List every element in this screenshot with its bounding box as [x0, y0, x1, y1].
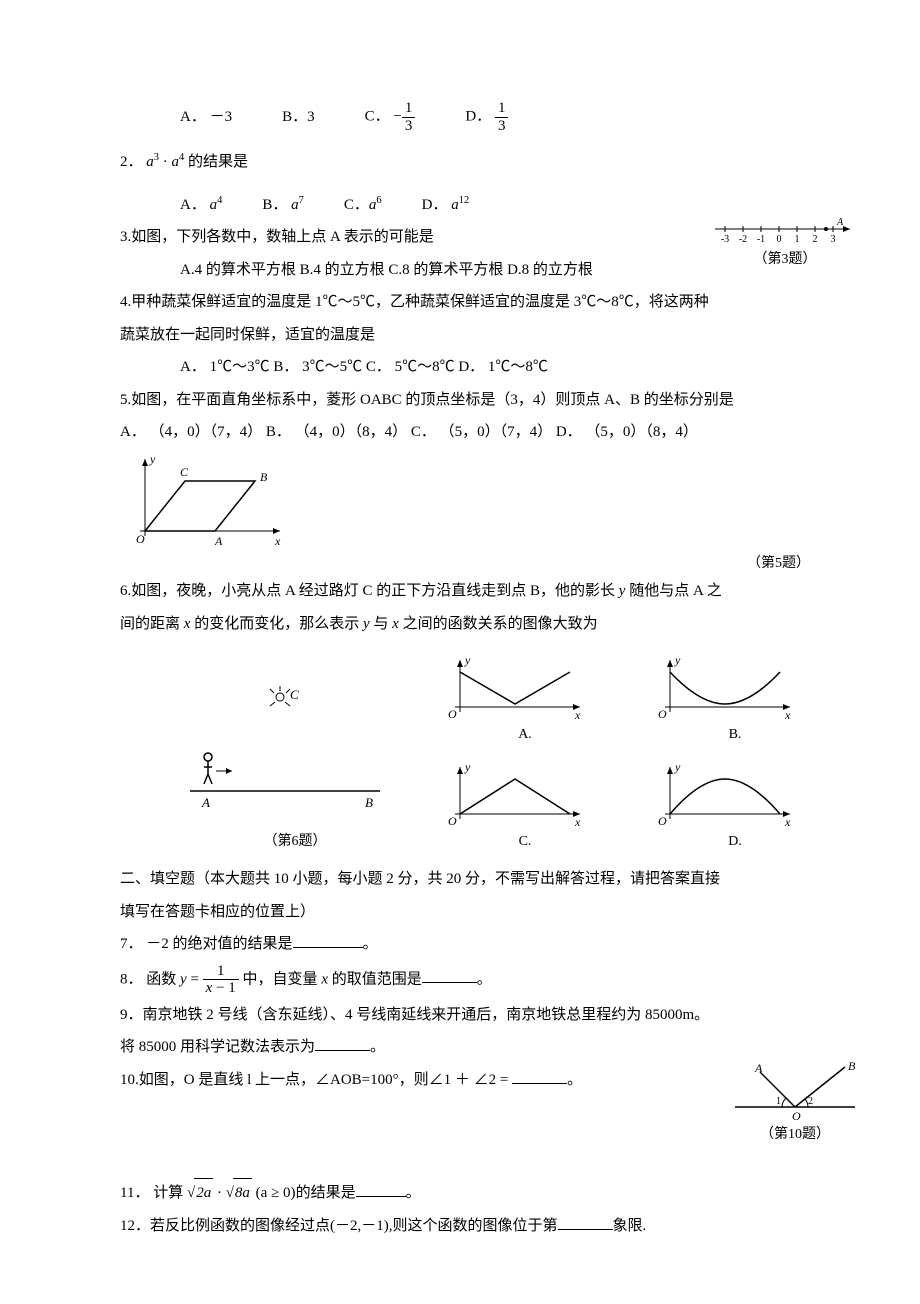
- svg-text:0: 0: [777, 234, 782, 245]
- q2-choice-b: B． a7: [262, 191, 304, 220]
- graph-d-icon: O x y: [640, 759, 800, 829]
- q2-stem: 2． a3 · a4 的结果是: [120, 148, 860, 177]
- q10-caption: （第10题）: [730, 1122, 860, 1149]
- svg-text:x: x: [784, 708, 791, 722]
- q12: 12．若反比例函数的图像经过点(－2,－1),则这个函数的图像位于第象限.: [120, 1212, 860, 1241]
- svg-text:O: O: [448, 814, 457, 828]
- q12-blank: [558, 1215, 613, 1230]
- svg-text:2: 2: [808, 1096, 813, 1107]
- q6-scene: C A B （第6题）: [180, 679, 410, 856]
- q2-choices: A． a4 B． a7 C．a6 D． a12: [120, 191, 860, 220]
- svg-text:-3: -3: [721, 234, 729, 245]
- section2-line2: 填写在答题卡相应的位置上）: [120, 898, 860, 927]
- q6-figures: C A B （第6题） O x y A. O x y: [180, 652, 860, 855]
- q2-choice-a: A． a4: [180, 191, 222, 220]
- q1-choice-a: A． －3: [180, 103, 232, 132]
- streetlight-diagram-icon: C A B: [180, 679, 390, 829]
- svg-text:1: 1: [776, 1096, 781, 1107]
- svg-text:C: C: [180, 465, 189, 479]
- svg-text:O: O: [658, 707, 667, 721]
- q6-caption: （第6题）: [180, 829, 410, 856]
- rhombus-diagram-icon: O A B C x y: [120, 451, 290, 551]
- q6-opt-c: O x y C.: [430, 759, 620, 856]
- svg-text:A: A: [201, 795, 210, 810]
- graph-c-icon: O x y: [430, 759, 590, 829]
- q11-blank: [356, 1182, 406, 1197]
- svg-text:B: B: [365, 795, 373, 810]
- q4-choices: A． 1℃～3℃ B． 3℃～5℃ C． 5℃～8℃ D． 1℃～8℃: [120, 353, 860, 382]
- svg-text:O: O: [792, 1109, 801, 1122]
- q1-choice-c: C． −13: [365, 100, 416, 134]
- q6-line2: 间的距离 x 的变化而变化，那么表示 y 与 x 之间的函数关系的图像大致为: [120, 610, 860, 639]
- q9-line1: 9．南京地铁 2 号线（含东延线）、4 号线南延线来开通后，南京地铁总里程约为 …: [120, 1001, 860, 1030]
- q6-opt-d: O x y D.: [640, 759, 830, 856]
- q4-line2: 蔬菜放在一起同时保鲜，适宜的温度是: [120, 321, 860, 350]
- q5-line1: 5.如图，在平面直角坐标系中，菱形 OABC 的顶点坐标是（3，4）则顶点 A、…: [120, 386, 860, 415]
- q10-figure: A B O 1 2 （第10题）: [730, 1062, 860, 1149]
- svg-text:-2: -2: [739, 234, 747, 245]
- angle-diagram-icon: A B O 1 2: [730, 1062, 860, 1122]
- svg-text:y: y: [149, 452, 156, 466]
- q10-blank: [512, 1069, 567, 1084]
- q5-choices: A． （4，0）（7，4） B． （4，0）（8，4） C． （5，0）（7，4…: [120, 418, 860, 447]
- svg-text:A: A: [214, 534, 223, 548]
- svg-text:A: A: [836, 217, 844, 228]
- q9-blank: [315, 1036, 370, 1051]
- q1-choices: A． －3 B．3 C． −13 D． 13: [120, 100, 860, 134]
- q8: 8． 函数 y = 1x − 1 中，自变量 x 的取值范围是。: [120, 963, 860, 997]
- q7-blank: [293, 933, 363, 948]
- q1-choice-d: D． 13: [465, 100, 508, 134]
- svg-text:x: x: [574, 815, 581, 829]
- q3-figure: -3 -2 -1 0 1 2 3 A （第3题）: [710, 217, 860, 274]
- svg-text:O: O: [658, 814, 667, 828]
- graph-a-icon: O x y: [430, 652, 590, 722]
- svg-text:1: 1: [795, 234, 800, 245]
- svg-text:x: x: [574, 708, 581, 722]
- q6-opt-a: O x y A.: [430, 652, 620, 749]
- q11: 11． 计算 √2a · √8a (a ≥ 0)的结果是。: [120, 1178, 860, 1208]
- q7: 7． －2 的绝对值的结果是。: [120, 930, 860, 959]
- svg-text:O: O: [448, 707, 457, 721]
- q1-choice-b: B．3: [282, 103, 315, 132]
- number-line-icon: -3 -2 -1 0 1 2 3 A: [710, 217, 860, 247]
- svg-text:-1: -1: [757, 234, 765, 245]
- q5-figure: O A B C x y （第5题）: [120, 451, 860, 578]
- q4-line1: 4.甲种蔬菜保鲜适宜的温度是 1℃～5℃，乙种蔬菜保鲜适宜的温度是 3℃～8℃，…: [120, 288, 860, 317]
- svg-text:x: x: [784, 815, 791, 829]
- svg-text:A: A: [754, 1062, 763, 1075]
- q5-caption: （第5题）: [120, 551, 850, 578]
- svg-text:O: O: [136, 532, 145, 546]
- q2-choice-c: C．a6: [344, 191, 382, 220]
- q2-choice-d: D． a12: [422, 191, 470, 220]
- svg-text:B: B: [848, 1062, 856, 1073]
- svg-text:y: y: [464, 760, 471, 774]
- svg-text:x: x: [274, 534, 281, 548]
- q3-caption: （第3题）: [710, 247, 860, 274]
- graph-b-icon: O x y: [640, 652, 800, 722]
- svg-text:y: y: [464, 653, 471, 667]
- svg-text:y: y: [674, 760, 681, 774]
- q9-line2: 将 85000 用科学记数法表示为。: [120, 1033, 860, 1062]
- svg-text:y: y: [674, 653, 681, 667]
- q8-blank: [422, 968, 477, 983]
- svg-text:2: 2: [813, 234, 818, 245]
- svg-text:C: C: [290, 687, 299, 702]
- q6-opt-b: O x y B.: [640, 652, 830, 749]
- svg-text:3: 3: [831, 234, 836, 245]
- q6-line1: 6.如图，夜晚，小亮从点 A 经过路灯 C 的正下方沿直线走到点 B，他的影长 …: [120, 577, 860, 606]
- section2-line1: 二、填空题（本大题共 10 小题，每小题 2 分，共 20 分，不需写出解答过程…: [120, 865, 860, 894]
- svg-text:B: B: [260, 470, 268, 484]
